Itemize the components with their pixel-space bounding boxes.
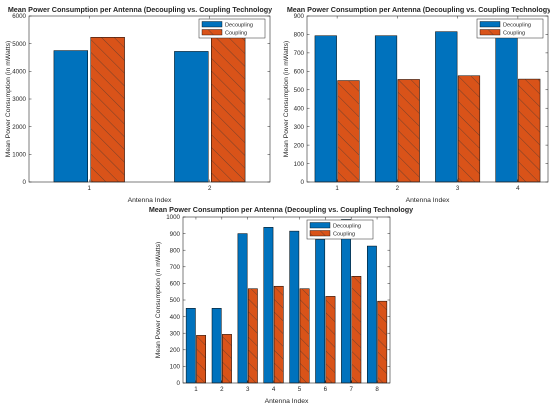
decoupling-bar-8 (366, 245, 377, 384)
y-tick-label: 1000 (166, 214, 180, 221)
y-tick-label: 200 (294, 142, 305, 149)
legend-label: Coupling (503, 30, 525, 36)
decoupling-bar-3 (237, 233, 248, 384)
x-tick-label: 1 (88, 185, 92, 192)
decoupling-bar-7 (341, 219, 351, 384)
y-tick-label: 700 (170, 264, 181, 271)
y-tick-label: 900 (170, 231, 181, 238)
legend-label: Decoupling (503, 22, 531, 28)
legend-swatch-hatch (480, 29, 500, 35)
y-axis-label: Mean Power Consumption (in mWatts) (5, 41, 12, 157)
chart-panel-3: Mean Power Consumption per Antenna (Deco… (149, 205, 413, 405)
decoupling-bar-3 (435, 31, 458, 183)
y-axis-label: Mean Power Consumption (in mWatts) (155, 242, 162, 358)
coupling-bar-hatch-2 (397, 79, 420, 182)
axes-frame (306, 15, 549, 183)
legend-swatch-decoupling (201, 21, 223, 28)
x-tick-label: 2 (396, 185, 400, 192)
y-tick-label: 0 (177, 380, 181, 387)
x-tick-label: 5 (298, 386, 302, 393)
y-tick-label: 400 (294, 105, 305, 112)
decoupling-bar-5 (289, 230, 300, 384)
y-tick-label: 600 (170, 281, 181, 288)
y-tick-label: 3000 (12, 96, 26, 103)
coupling-bar-hatch-3 (248, 288, 258, 383)
coupling-bar-hatch-1 (90, 37, 125, 183)
y-tick-label: 300 (294, 124, 305, 131)
legend-swatch-decoupling (479, 21, 501, 28)
y-tick-label: 800 (294, 32, 305, 39)
coupling-bar-hatch-3 (458, 75, 480, 182)
decoupling-bar-2 (174, 51, 209, 183)
decoupling-bar-6 (315, 239, 326, 384)
chart-title: Mean Power Consumption per Antenna (Deco… (8, 5, 272, 14)
x-tick-label: 1 (335, 185, 339, 192)
y-tick-label: 500 (170, 297, 181, 304)
y-tick-label: 200 (170, 347, 181, 354)
x-axis-label: Antenna Index (128, 197, 172, 204)
y-tick-label: 700 (294, 50, 305, 57)
decoupling-bar-4 (495, 36, 518, 183)
x-tick-label: 8 (375, 386, 379, 393)
y-tick-label: 600 (294, 69, 305, 76)
legend-label: Coupling (225, 30, 247, 36)
legend-swatch-hatch (202, 29, 222, 35)
decoupling-bar-2 (211, 308, 222, 384)
chart-panel-2: Mean Power Consumption per Antenna (Deco… (283, 5, 550, 204)
x-tick-label: 3 (456, 185, 460, 192)
y-tick-label: 400 (170, 314, 181, 321)
legend-label: Decoupling (225, 22, 253, 28)
legend-label: Decoupling (333, 223, 361, 229)
y-tick-label: 900 (294, 13, 305, 20)
y-axis-label: Mean Power Consumption (in mWatts) (283, 41, 290, 157)
coupling-bar-hatch-2 (222, 334, 232, 383)
coupling-bar-hatch-8 (377, 301, 387, 383)
y-tick-label: 100 (170, 364, 181, 371)
x-tick-label: 7 (349, 386, 353, 393)
coupling-bar-hatch-5 (299, 288, 310, 383)
x-tick-label: 4 (516, 185, 520, 192)
x-axis-label: Antenna Index (265, 398, 309, 405)
decoupling-bar-4 (263, 227, 274, 384)
decoupling-bar-1 (185, 308, 196, 384)
decoupling-bar-1 (314, 35, 337, 183)
y-tick-label: 0 (301, 179, 305, 186)
coupling-bar-hatch-1 (196, 335, 206, 383)
y-tick-label: 800 (170, 247, 181, 254)
coupling-bar-hatch-6 (325, 296, 336, 383)
legend-swatch-decoupling (309, 222, 331, 229)
y-tick-label: 5000 (12, 41, 26, 48)
x-tick-label: 2 (208, 185, 212, 192)
x-axis-label: Antenna Index (406, 197, 450, 204)
coupling-bar-hatch-1 (337, 80, 360, 182)
decoupling-bar-2 (374, 35, 398, 183)
decoupling-bar-1 (53, 50, 88, 183)
x-tick-label: 3 (246, 386, 250, 393)
y-tick-label: 2000 (12, 124, 26, 131)
x-tick-label: 2 (220, 386, 224, 393)
legend-label: Coupling (333, 231, 355, 237)
y-tick-label: 100 (294, 161, 305, 168)
coupling-bar-hatch-7 (351, 276, 362, 383)
y-tick-label: 4000 (12, 69, 26, 76)
legend-swatch-hatch (310, 230, 330, 236)
x-tick-label: 6 (324, 386, 328, 393)
y-tick-label: 500 (294, 87, 305, 94)
chart-title: Mean Power Consumption per Antenna (Deco… (149, 205, 413, 214)
y-tick-label: 0 (23, 179, 27, 186)
y-tick-label: 6000 (12, 13, 26, 20)
coupling-bar-hatch-4 (518, 79, 541, 182)
x-tick-label: 1 (194, 386, 198, 393)
y-tick-label: 1000 (12, 152, 26, 159)
x-tick-label: 4 (272, 386, 276, 393)
chart-title: Mean Power Consumption per Antenna (Deco… (287, 5, 550, 14)
coupling-bar-hatch-4 (274, 286, 284, 383)
chart-panel-1: Mean Power Consumption per Antenna (Deco… (5, 5, 272, 204)
coupling-bar-hatch-2 (211, 37, 246, 183)
y-tick-label: 300 (170, 330, 181, 337)
